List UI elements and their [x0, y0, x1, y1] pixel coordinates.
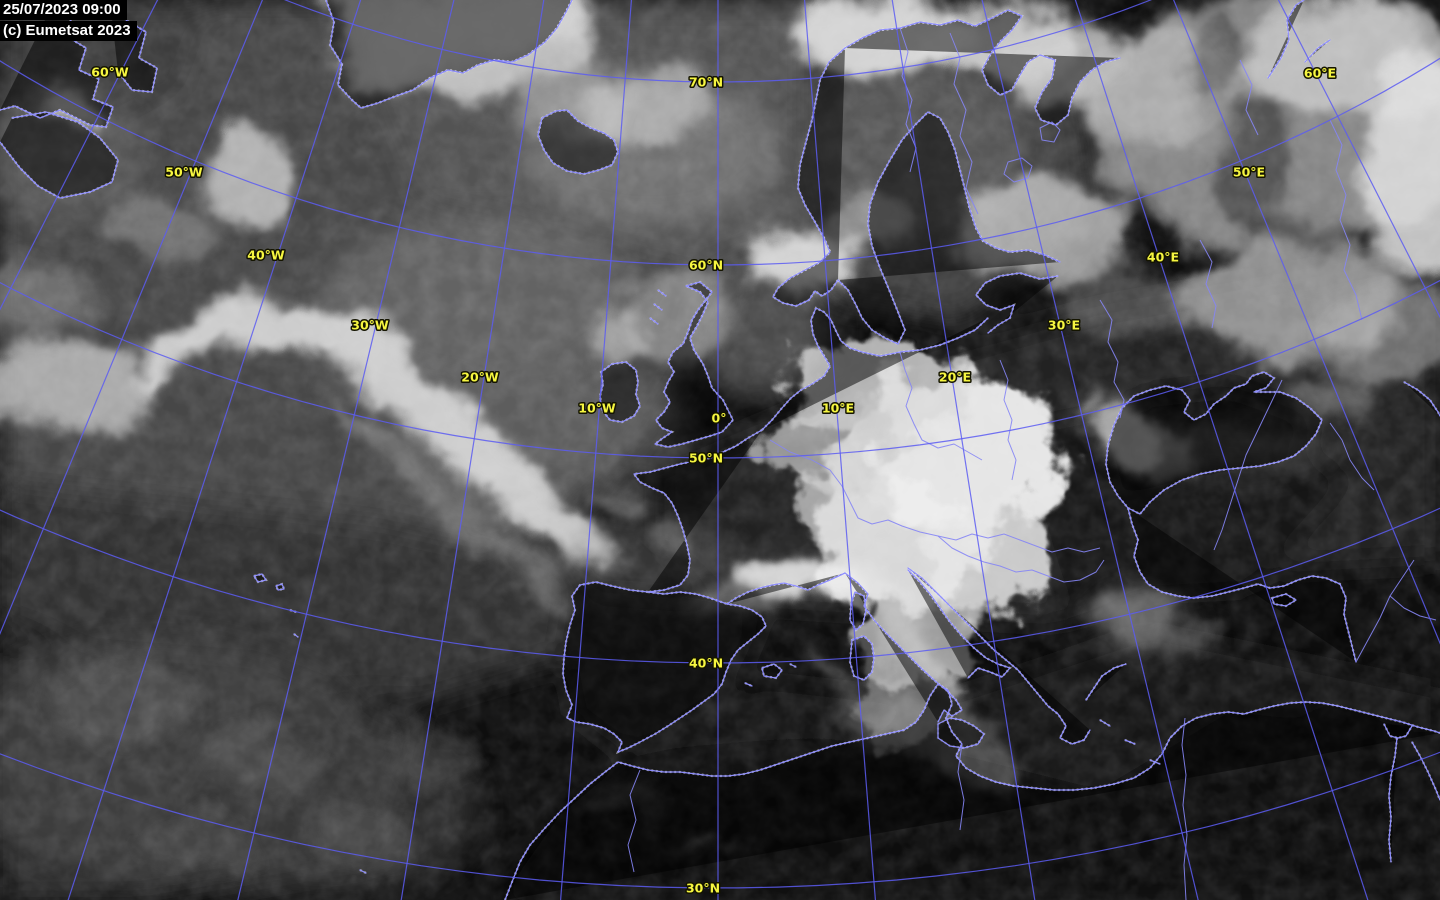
coordinate-label: 70°N [689, 75, 723, 90]
coordinate-label: 10°E [822, 401, 854, 416]
coastSouth-speckle [252, 110, 1440, 900]
meridian-line [400, 0, 545, 900]
coordinate-label: 30°E [1048, 318, 1080, 333]
meridian-line [0, 0, 264, 635]
coordinate-label: 40°E [1147, 250, 1179, 265]
coordinate-label: 50°N [689, 451, 723, 466]
meridian-line [237, 0, 455, 900]
meridian-line [803, 0, 877, 900]
coordinate-label: 60°W [91, 65, 129, 80]
coordinate-label: 30°W [351, 318, 389, 333]
coordinate-label: 50°W [165, 165, 203, 180]
coordinate-label: 50°E [1233, 165, 1265, 180]
meridian-line [1074, 0, 1369, 900]
coordinate-label: 40°N [689, 656, 723, 671]
parallel-line [0, 751, 1440, 889]
header-overlay: 25/07/2023 09:00 (c) Eumetsat 2023 [0, 0, 137, 41]
parallel-line [0, 279, 1440, 459]
coastline-layer-south [253, 111, 1440, 900]
timestamp-label: 25/07/2023 09:00 [0, 0, 127, 20]
coordinate-label: 20°W [461, 370, 499, 385]
coordinate-label: 0° [712, 411, 727, 426]
meridian-line [559, 0, 633, 900]
meridian-line [1172, 0, 1440, 645]
parallel-line [0, 57, 1440, 266]
border-river-layer [627, 27, 1437, 900]
parallel-line [0, 507, 1440, 664]
coordinate-labels-layer: 60°W 50°W 40°W 30°W 20°W 10°W 0° 10°E 20°E 30°E 40… [90, 63, 1338, 897]
meridian-line [981, 0, 1199, 900]
meridian-line [891, 0, 1036, 900]
meridian-line [67, 0, 362, 900]
coordinate-label: 40°W [247, 248, 285, 263]
coordinate-label: 10°W [578, 401, 616, 416]
coordinate-label: 60°N [689, 258, 723, 273]
coordinate-label: 60°E [1304, 66, 1336, 81]
coordinate-label: 30°N [686, 881, 720, 896]
copyright-label: (c) Eumetsat 2023 [0, 21, 137, 41]
parallel-line [283, 0, 1153, 83]
coordinate-label: 20°E [939, 370, 971, 385]
